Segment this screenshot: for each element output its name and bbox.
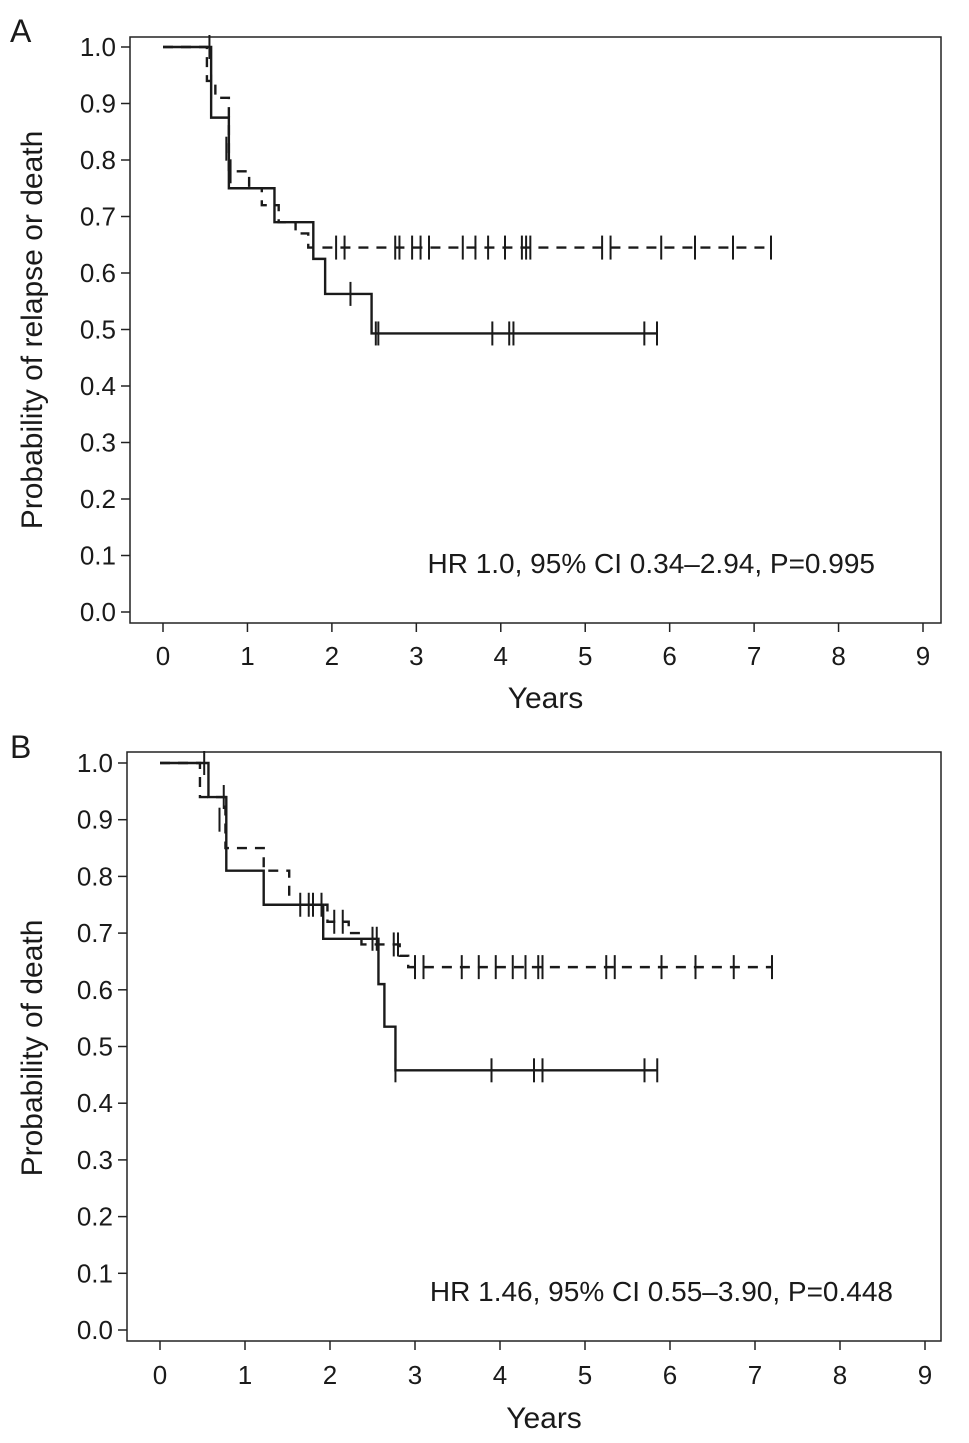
x-tick-label: 7: [747, 641, 761, 671]
y-tick-label: 0.0: [77, 1315, 113, 1345]
plot-frame: [126, 751, 942, 1342]
x-tick-label: 1: [238, 1360, 252, 1390]
y-axis-title: Probability of relapse or death: [16, 131, 49, 530]
x-tick-label: 5: [578, 1360, 592, 1390]
x-tick-label: 2: [323, 1360, 337, 1390]
y-tick-label: 0.7: [80, 202, 116, 232]
y-tick-label: 0.8: [80, 145, 116, 175]
y-tick-label: 0.5: [77, 1032, 113, 1062]
y-tick-label: 0.4: [77, 1088, 113, 1118]
panel-label: A: [10, 13, 32, 49]
chart-a-svg: A 0.0 0.1 0.2 0.3 0.4 0.5 0.6 0.7 0.8 0.9 1.0 0 1 2 3 4 5…: [10, 13, 942, 715]
x-axis-title: Years: [506, 1402, 582, 1435]
x-tick-label: 6: [662, 641, 676, 671]
x-tick-label: 0: [156, 641, 170, 671]
x-tick-label: 7: [748, 1360, 762, 1390]
x-tick-label: 9: [916, 641, 930, 671]
hr-annotation: HR 1.0, 95% CI 0.34–2.94, P=0.995: [427, 548, 875, 579]
y-tick-label: 0.4: [80, 371, 116, 401]
y-axis-title: Probability of death: [16, 920, 49, 1177]
y-tick-label: 1.0: [80, 32, 116, 62]
y-tick-label: 0.1: [77, 1258, 113, 1288]
y-tick-label: 0.2: [77, 1202, 113, 1232]
x-tick-label: 4: [493, 1360, 507, 1390]
x-tick-label: 1: [240, 641, 254, 671]
x-tick-label: 8: [831, 641, 845, 671]
y-tick-label: 0.3: [77, 1145, 113, 1175]
km-chart-relapse-or-death: A 0.0 0.1 0.2 0.3 0.4 0.5 0.6 0.7 0.8 0.9 1.0 0 1 2 3 4 5…: [0, 0, 969, 720]
x-tick-label: 9: [918, 1360, 932, 1390]
chart-b-svg: B 0.0 0.1 0.2 0.3 0.4 0.5 0.6 0.7 0.8 0.9 1.0 0 1 2 3 4 5…: [10, 729, 942, 1435]
dashed-survival-curve: [163, 45, 771, 249]
x-tick-label: 6: [663, 1360, 677, 1390]
x-tick-label: 8: [833, 1360, 847, 1390]
x-tick-label: 4: [494, 641, 508, 671]
y-tick-label: 0.3: [80, 428, 116, 458]
y-tick-label: 1.0: [77, 748, 113, 778]
hr-annotation: HR 1.46, 95% CI 0.55–3.90, P=0.448: [430, 1276, 893, 1307]
y-tick-label: 0.9: [80, 89, 116, 119]
x-tick-label: 2: [325, 641, 339, 671]
y-tick-label: 0.6: [80, 258, 116, 288]
x-tick-label: 3: [409, 641, 423, 671]
y-tick-label: 0.2: [80, 484, 116, 514]
plot-frame: [129, 36, 942, 624]
y-tick-label: 0.5: [80, 315, 116, 345]
dashed-survival-curve: [160, 761, 772, 969]
y-tick-label: 0.8: [77, 861, 113, 891]
solid-survival-curve: [163, 45, 657, 335]
y-tick-label: 0.9: [77, 805, 113, 835]
x-axis-title: Years: [508, 682, 584, 715]
y-tick-label: 0.1: [80, 541, 116, 571]
y-tick-label: 0.6: [77, 975, 113, 1005]
y-tick-label: 0.7: [77, 918, 113, 948]
y-tick-label: 0.0: [80, 597, 116, 627]
km-chart-death: B 0.0 0.1 0.2 0.3 0.4 0.5 0.6 0.7 0.8 0.9 1.0 0 1 2 3 4 5…: [0, 718, 969, 1438]
solid-survival-curve: [160, 761, 658, 1072]
x-tick-label: 3: [408, 1360, 422, 1390]
x-tick-label: 0: [153, 1360, 167, 1390]
x-tick-label: 5: [578, 641, 592, 671]
panel-label: B: [10, 729, 31, 765]
